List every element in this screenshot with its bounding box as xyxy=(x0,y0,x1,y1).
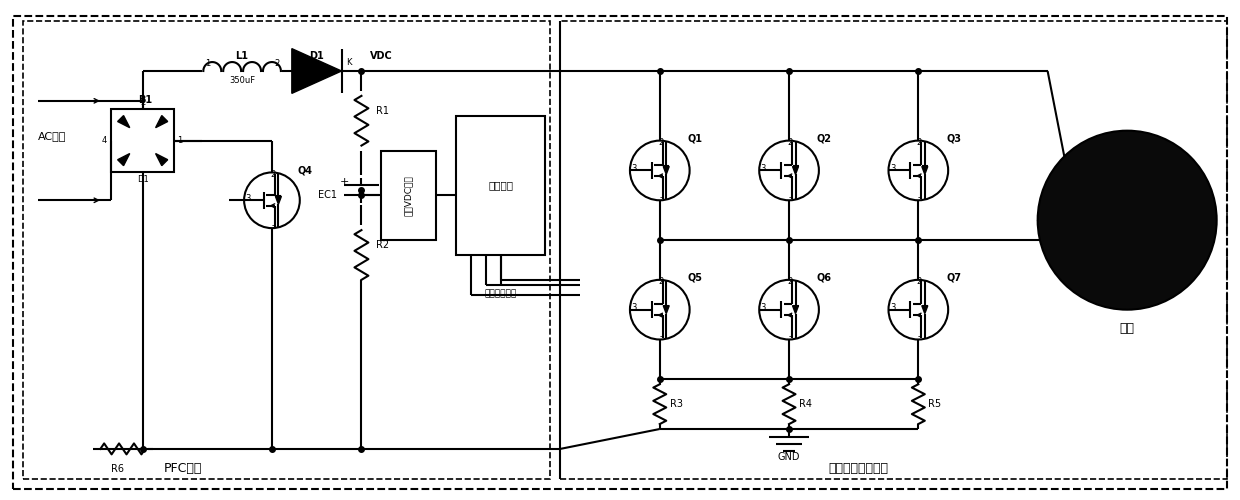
Text: 主控制器: 主控制器 xyxy=(489,180,513,190)
Text: -: - xyxy=(660,194,662,202)
Text: 电机: 电机 xyxy=(1120,322,1135,334)
Text: 3: 3 xyxy=(631,164,637,173)
Text: 350uF: 350uF xyxy=(229,76,255,86)
Text: L1: L1 xyxy=(236,51,248,61)
Text: R5: R5 xyxy=(929,399,941,409)
Polygon shape xyxy=(155,154,167,166)
Text: B1: B1 xyxy=(139,95,153,105)
Text: -: - xyxy=(272,221,274,230)
Text: R2: R2 xyxy=(377,240,389,250)
Text: 电机电流采样: 电机电流采样 xyxy=(485,290,517,299)
Polygon shape xyxy=(921,306,928,314)
Text: +: + xyxy=(340,178,350,188)
Text: 3: 3 xyxy=(760,303,766,312)
Text: 4: 4 xyxy=(102,136,107,145)
Text: 电机逆变驱动电路: 电机逆变驱动电路 xyxy=(828,462,889,475)
Text: 2: 2 xyxy=(270,170,275,179)
Polygon shape xyxy=(663,166,670,174)
Text: EC1: EC1 xyxy=(317,190,336,200)
Text: 3: 3 xyxy=(246,194,250,203)
Text: 3: 3 xyxy=(890,303,895,312)
Text: 2: 2 xyxy=(658,278,663,286)
Polygon shape xyxy=(118,116,130,128)
Text: R1: R1 xyxy=(377,106,389,116)
Text: VDC: VDC xyxy=(370,51,393,61)
Polygon shape xyxy=(155,116,167,128)
Bar xyxy=(110,109,175,172)
Text: 2: 2 xyxy=(274,58,279,68)
Text: GND: GND xyxy=(777,452,800,462)
Text: 1: 1 xyxy=(205,58,210,68)
Text: R4: R4 xyxy=(799,399,812,409)
Text: 2: 2 xyxy=(787,138,792,147)
Text: -: - xyxy=(660,332,662,342)
Polygon shape xyxy=(663,306,670,314)
Circle shape xyxy=(1038,130,1216,310)
Text: PFC电路: PFC电路 xyxy=(164,462,202,475)
Polygon shape xyxy=(275,196,281,204)
Text: R6: R6 xyxy=(112,464,124,474)
Text: Q6: Q6 xyxy=(817,273,832,283)
Text: -: - xyxy=(918,332,921,342)
Text: Q1: Q1 xyxy=(688,134,703,143)
Text: 1: 1 xyxy=(177,136,182,145)
Bar xyxy=(456,116,546,255)
Text: 2: 2 xyxy=(658,138,663,147)
Text: -: - xyxy=(918,194,921,202)
Text: Q2: Q2 xyxy=(817,134,832,143)
Text: AC输入: AC输入 xyxy=(38,130,67,140)
Text: -: - xyxy=(789,332,791,342)
Text: -: - xyxy=(789,194,791,202)
Text: 3: 3 xyxy=(631,303,637,312)
Text: D1: D1 xyxy=(136,176,149,184)
Polygon shape xyxy=(118,154,130,166)
Polygon shape xyxy=(792,306,799,314)
Text: 2: 2 xyxy=(916,138,923,147)
Text: 高压VDC采样: 高压VDC采样 xyxy=(404,175,413,216)
Text: 2: 2 xyxy=(140,98,145,107)
Text: A: A xyxy=(296,58,303,66)
Text: Q7: Q7 xyxy=(946,273,961,283)
Text: K: K xyxy=(346,58,352,66)
Text: 3: 3 xyxy=(890,164,895,173)
Text: Q3: Q3 xyxy=(946,134,961,143)
Polygon shape xyxy=(792,166,799,174)
Text: 2: 2 xyxy=(916,278,923,286)
Text: Q4: Q4 xyxy=(298,166,312,175)
Text: 3: 3 xyxy=(760,164,766,173)
Text: Q5: Q5 xyxy=(688,273,703,283)
Polygon shape xyxy=(291,48,341,94)
Text: D1: D1 xyxy=(309,51,324,61)
Polygon shape xyxy=(921,166,928,174)
Bar xyxy=(382,150,436,240)
Text: 2: 2 xyxy=(787,278,792,286)
Text: R3: R3 xyxy=(670,399,683,409)
